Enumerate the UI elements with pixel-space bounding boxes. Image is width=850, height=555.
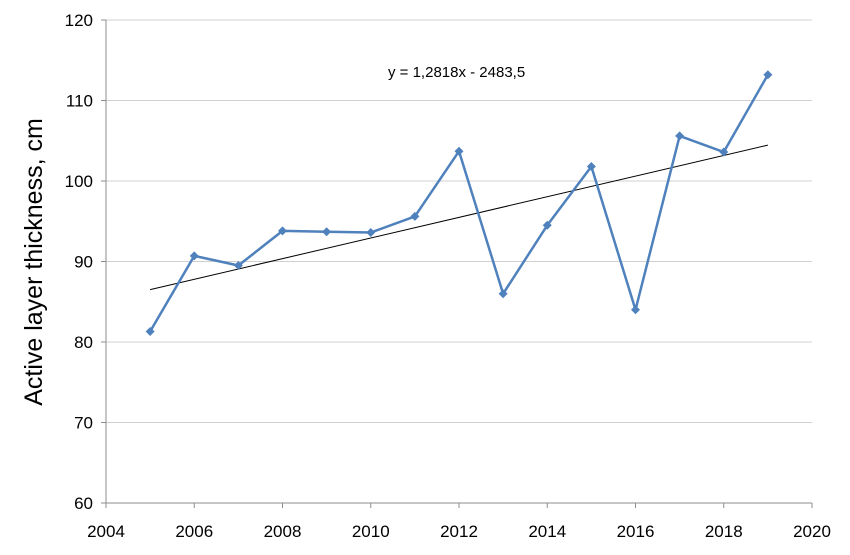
data-point [189,251,199,261]
data-point [586,162,596,172]
trendline [150,144,768,291]
x-tick-label: 2020 [793,522,831,541]
axes [101,19,813,508]
x-tick-label: 2016 [617,522,655,541]
data-point [278,226,287,236]
data-point [763,70,773,80]
data-point [145,327,155,337]
y-tick-label: 100 [65,172,93,191]
x-tick-label: 2006 [175,522,213,541]
y-tick-label: 90 [74,253,93,272]
data-point [410,211,420,221]
y-tick-label: 120 [65,11,93,30]
y-tick-label: 70 [74,414,93,433]
data-point [322,227,332,237]
data-point [719,147,729,157]
x-tick-label: 2014 [528,522,566,541]
data-point [675,131,685,141]
y-axis-title: Active layer thickness, cm [20,118,48,406]
trendline-equation: y = 1,2818x - 2483,5 [388,64,525,81]
x-tick-labels: 2004 2006 2008 2010 2012 2014 2016 2018 2020 [87,522,831,541]
trendline-group [150,144,768,291]
data-point [454,146,464,156]
data-point [631,305,640,315]
data-point [542,220,552,230]
data-point [366,228,376,238]
y-tick-label: 110 [66,92,93,111]
x-tick-label: 2012 [440,522,478,541]
series-line [149,74,769,333]
y-tick-label: 80 [74,333,93,352]
data-point [498,289,508,299]
y-tick-labels: 60 70 80 90 100 110 120 [65,11,93,513]
x-tick-label: 2004 [87,522,125,541]
x-tick-label: 2018 [705,522,743,541]
x-tick-label: 2010 [352,522,390,541]
data-point [233,261,243,271]
series-group [145,70,773,337]
x-tick-label: 2008 [264,522,302,541]
y-tick-label: 60 [74,494,93,513]
